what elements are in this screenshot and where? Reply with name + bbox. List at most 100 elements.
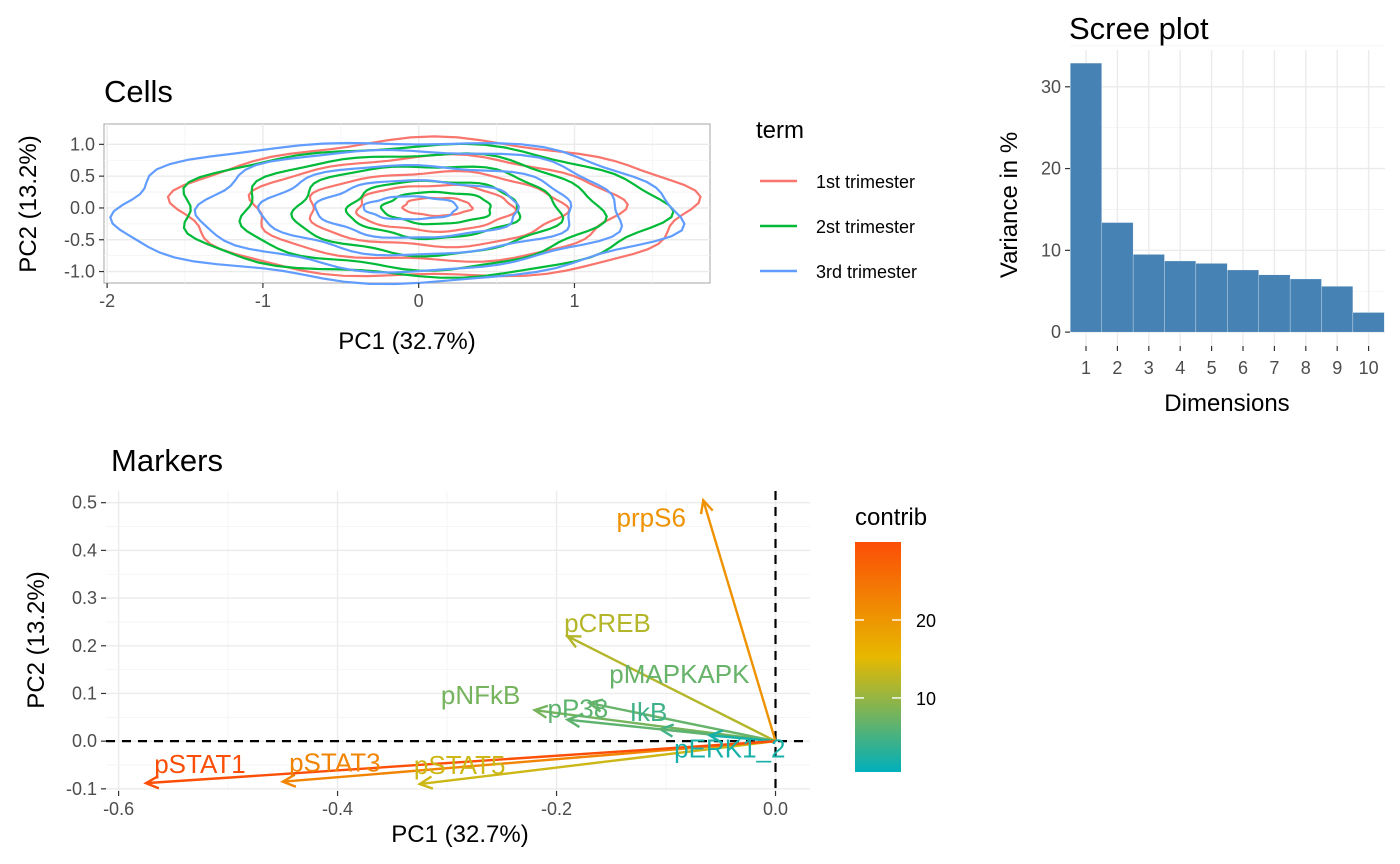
- contour-series: [109, 141, 686, 286]
- marker-vector-shaft: [702, 499, 777, 742]
- scree-x-tick-label: 3: [1144, 358, 1154, 378]
- scree-bar: [1164, 260, 1197, 333]
- marker-vector-label: pP38: [547, 694, 608, 724]
- scree-panel: Scree plot 1 2 3 4 5 6 7 8 9 10 0 10 20 30 Dimension…: [996, 11, 1385, 417]
- contour-series: [182, 142, 675, 279]
- contour-line: [362, 195, 459, 221]
- contour-line: [109, 141, 686, 286]
- marker-vector: [143, 739, 776, 790]
- marker-vector-label: pCREB: [564, 608, 651, 638]
- markers-y-tick-label: 0.0: [72, 731, 97, 751]
- markers-y-axis-title: PC2 (13.2%): [23, 571, 50, 708]
- markers-y-tick-label: -0.1: [66, 779, 97, 799]
- scree-x-tick-label: 9: [1332, 358, 1342, 378]
- marker-vector-shaft: [282, 739, 776, 783]
- marker-vector-arrowhead: [416, 775, 434, 790]
- marker-vector: [280, 739, 776, 788]
- marker-vector-label: pSTAT1: [154, 749, 246, 779]
- cells-y-axis-title: PC2 (13.2%): [15, 135, 42, 272]
- cells-x-axis-title: PC1 (32.7%): [338, 328, 475, 355]
- marker-vector-label: pSTAT3: [289, 748, 381, 778]
- contour-line: [182, 142, 675, 279]
- scree-x-tick-label: 8: [1301, 358, 1311, 378]
- marker-vector: [699, 497, 777, 742]
- cells-y-tick-label: 0.5: [70, 166, 95, 186]
- markers-y-tick-label: 0.4: [72, 540, 97, 560]
- marker-vector-label: IkB: [630, 697, 668, 727]
- cells-x-tick-label: 1: [569, 291, 579, 311]
- markers-y-tick-label: 0.5: [72, 493, 97, 513]
- scree-x-axis: 1 2 3 4 5 6 7 8 9 10: [1081, 346, 1379, 378]
- scree-bar: [1321, 286, 1354, 333]
- term-legend-title: term: [756, 117, 804, 144]
- marker-vector-shaft: [566, 635, 777, 743]
- scree-x-tick-label: 2: [1112, 358, 1122, 378]
- scree-x-tick-label: 10: [1359, 358, 1379, 378]
- marker-vector: [565, 634, 777, 743]
- scree-y-axis-title: Variance in %: [996, 132, 1023, 278]
- marker-vector-arrowhead: [564, 713, 582, 729]
- marker-vector-label: pERK1_2: [674, 733, 785, 763]
- colorbar-tick-label: 10: [916, 689, 936, 709]
- markers-x-tick-label: -0.4: [322, 799, 353, 819]
- cells-y-tick-label: -0.5: [64, 230, 95, 250]
- contour-line: [193, 148, 624, 274]
- marker-vector-arrowhead: [699, 497, 714, 515]
- marker-vector: [707, 729, 776, 744]
- marker-vector: [416, 739, 776, 790]
- marker-vector-arrowhead: [565, 634, 582, 649]
- marker-vector-arrowhead: [586, 698, 604, 713]
- scree-bar: [1289, 278, 1322, 333]
- cells-y-tick-label: 0.0: [70, 198, 95, 218]
- cells-title: Cells: [104, 74, 173, 109]
- scree-y-tick-label: 20: [1041, 159, 1061, 179]
- markers-panel: Markers prpS6 pCREB pMAPKAPK pNFkB IkB pP38 pE…: [23, 443, 936, 848]
- scree-bar: [1195, 263, 1228, 333]
- scree-y-tick-label: 10: [1041, 240, 1061, 260]
- scree-x-tick-label: 1: [1081, 358, 1091, 378]
- cells-x-tick-label: -1: [255, 291, 271, 311]
- cells-panel: Cells -2 -1 0 1 -1.0 -0.5 0.0 0.5 1.0 PC1 (32.7…: [15, 74, 917, 355]
- marker-vector-arrowhead: [280, 773, 297, 788]
- cells-y-tick-label: 1.0: [70, 134, 95, 154]
- scree-x-tick-label: 5: [1207, 358, 1217, 378]
- scree-bars: [1070, 62, 1385, 333]
- marker-vector: [586, 698, 776, 743]
- marker-vector-label: pSTAT5: [414, 750, 506, 780]
- markers-y-tick-label: 0.2: [72, 636, 97, 656]
- marker-vector-arrowhead: [143, 775, 160, 790]
- term-legend-label: 1st trimester: [816, 172, 915, 192]
- scree-x-tick-label: 4: [1175, 358, 1185, 378]
- contour-line: [379, 190, 492, 226]
- contour-line: [238, 152, 608, 272]
- markers-x-tick-label: -0.6: [103, 799, 134, 819]
- marker-vector-label: pNFkB: [441, 680, 520, 710]
- contour-line: [401, 196, 475, 218]
- cells-y-tick-label: -1.0: [64, 262, 95, 282]
- scree-y-axis: 0 10 20 30: [1041, 77, 1070, 342]
- colorbar-tick-label: 20: [916, 611, 936, 631]
- term-legend: term 1st trimester 2st trimester 3rd trime…: [756, 117, 917, 282]
- scree-x-tick-label: 6: [1238, 358, 1248, 378]
- scree-x-axis-title: Dimensions: [1164, 390, 1289, 417]
- markers-y-axis: -0.1 0.0 0.1 0.2 0.3 0.4 0.5: [66, 493, 106, 799]
- contour-line: [344, 179, 522, 241]
- contrib-colorbar-title: contrib: [855, 504, 927, 531]
- markers-y-tick-label: 0.1: [72, 683, 97, 703]
- markers-x-axis-title: PC1 (32.7%): [391, 821, 528, 848]
- scree-x-tick-label: 7: [1269, 358, 1279, 378]
- cells-y-axis: -1.0 -0.5 0.0 0.5 1.0: [64, 134, 104, 282]
- markers-y-tick-label: 0.3: [72, 588, 97, 608]
- scree-bar: [1070, 62, 1102, 333]
- marker-vector-shaft: [419, 739, 776, 786]
- term-legend-label: 3rd trimester: [816, 262, 917, 282]
- marker-vector-shaft: [709, 734, 776, 743]
- scree-bar: [1352, 312, 1385, 333]
- markers-x-axis: -0.6 -0.4 -0.2 0.0: [103, 791, 788, 819]
- contour-line: [313, 179, 520, 239]
- cells-x-tick-label: -2: [99, 291, 115, 311]
- contrib-colorbar: contrib 10 20: [855, 504, 936, 772]
- marker-vector-label: prpS6: [617, 502, 686, 532]
- scree-title: Scree plot: [1069, 11, 1209, 46]
- scree-y-tick-label: 0: [1051, 322, 1061, 342]
